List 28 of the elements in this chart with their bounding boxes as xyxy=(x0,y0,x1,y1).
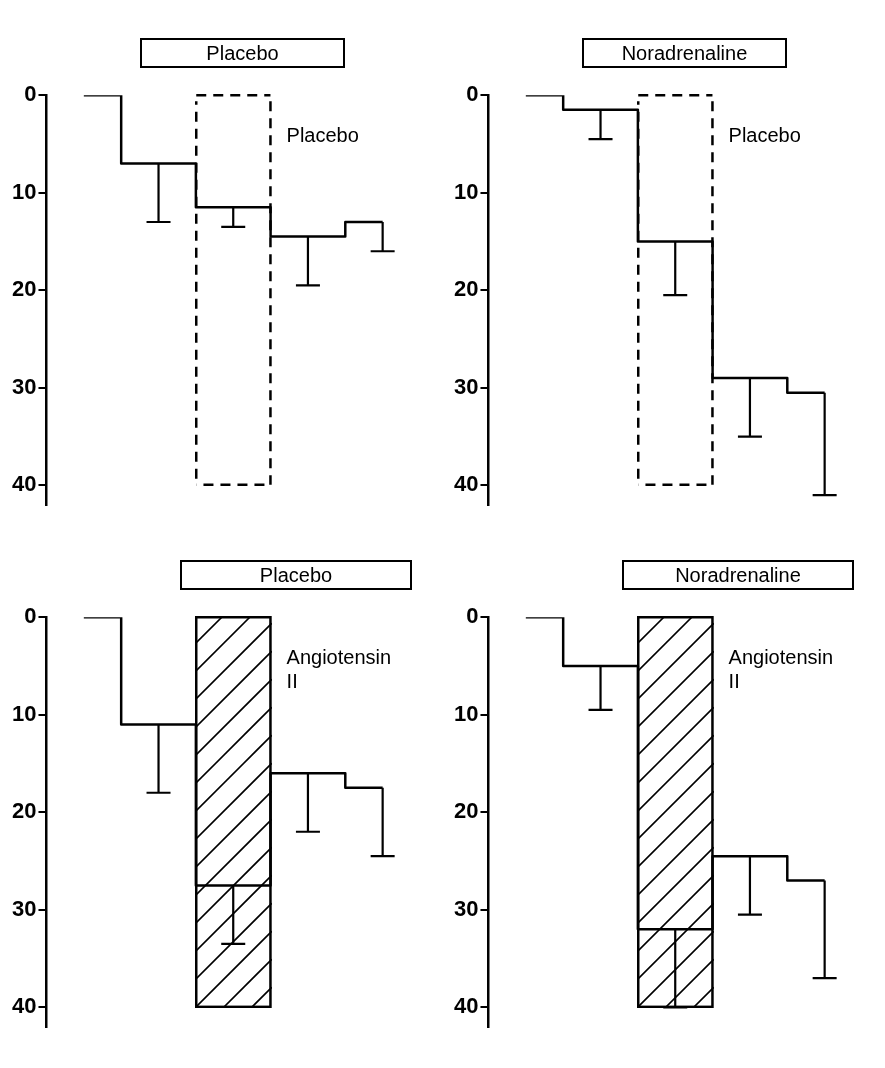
y-tick-label: 40 xyxy=(453,471,479,497)
y-tick-label: 10 xyxy=(453,178,479,204)
annotation: Placebo xyxy=(286,123,360,148)
y-tick-label: 0 xyxy=(24,81,37,107)
y-tick-label: 10 xyxy=(11,178,37,204)
chart-title: Noradrenaline xyxy=(582,38,787,68)
y-tick-label: 20 xyxy=(11,276,37,302)
chart-title: Noradrenaline xyxy=(622,560,854,590)
y-tick-label: 0 xyxy=(24,603,37,629)
annotation: Angiotensin II xyxy=(728,645,835,694)
annotation: Placebo xyxy=(728,123,802,148)
y-tick-label: 30 xyxy=(453,373,479,399)
y-tick-label: 40 xyxy=(11,471,37,497)
annotation: Angiotensin II xyxy=(286,645,393,694)
y-tick-label: 20 xyxy=(453,276,479,302)
y-tick-label: 30 xyxy=(11,373,37,399)
y-tick-label: 20 xyxy=(11,798,37,824)
y-tick-label: 10 xyxy=(453,700,479,726)
y-tick-label: 10 xyxy=(11,700,37,726)
y-tick-label: 40 xyxy=(11,993,37,1019)
y-tick-label: 0 xyxy=(466,603,479,629)
y-tick-label: 20 xyxy=(453,798,479,824)
chart-title: Placebo xyxy=(140,38,345,68)
y-tick-label: 30 xyxy=(453,895,479,921)
y-tick-label: 0 xyxy=(466,81,479,107)
chart-title: Placebo xyxy=(180,560,412,590)
y-tick-label: 30 xyxy=(11,895,37,921)
y-tick-label: 40 xyxy=(453,993,479,1019)
